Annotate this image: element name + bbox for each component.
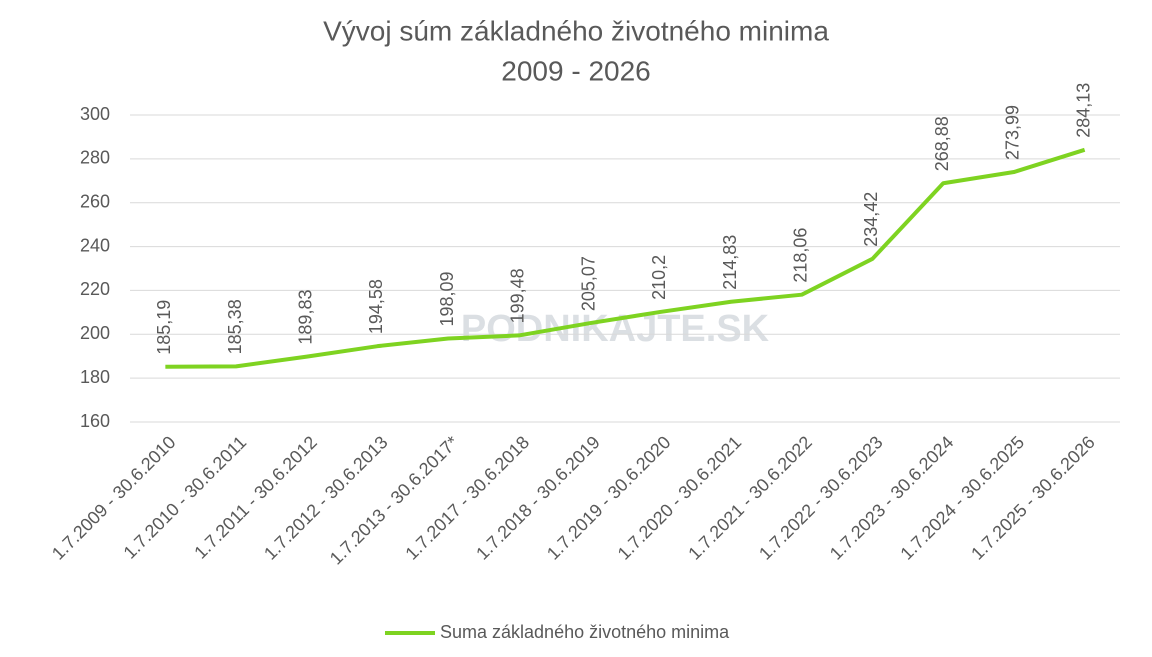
data-label: 189,83: [296, 290, 316, 345]
y-tick-label: 280: [80, 148, 110, 168]
y-tick-label: 180: [80, 367, 110, 387]
legend-label: Suma základného životného minima: [440, 622, 730, 642]
data-label: 185,19: [154, 300, 174, 355]
data-label: 199,48: [508, 268, 528, 323]
y-tick-label: 260: [80, 191, 110, 211]
data-label: 194,58: [366, 279, 386, 334]
data-label: 205,07: [578, 256, 598, 311]
data-label: 234,42: [861, 192, 881, 247]
data-label: 214,83: [720, 235, 740, 290]
y-tick-label: 200: [80, 323, 110, 343]
y-tick-label: 220: [80, 279, 110, 299]
x-tick-label: 1.7.2011 - 30.6.2012: [190, 432, 321, 563]
x-tick-label: 1.7.2018 - 30.6.2019: [472, 432, 604, 564]
data-label: 210,2: [649, 255, 669, 300]
x-tick-label: 1.7.2021 - 30.6.2022: [684, 432, 816, 564]
x-tick-label: 1.7.2019 - 30.6.2020: [543, 432, 675, 564]
data-label: 218,06: [791, 228, 811, 283]
x-tick-label: 1.7.2010 - 30.6.2011: [120, 432, 251, 563]
x-tick-label: 1.7.2025 - 30.6.2026: [967, 432, 1099, 564]
data-line: [165, 147, 1086, 369]
data-label: 185,38: [225, 299, 245, 354]
watermark: PODNIKAJTE.SK: [461, 308, 770, 350]
y-tick-label: 300: [80, 104, 110, 124]
data-label: 273,99: [1003, 105, 1023, 160]
chart-title: Vývoj súm základného životného minima: [323, 15, 829, 46]
data-label: 198,09: [437, 271, 457, 326]
x-tick-label: 1.7.2023 - 30.6.2024: [826, 432, 958, 564]
chart-subtitle: 2009 - 2026: [501, 55, 650, 86]
x-tick-label: 1.7.2009 - 30.6.2010: [48, 432, 180, 564]
x-tick-label: 1.7.2020 - 30.6.2021: [614, 432, 746, 564]
y-tick-label: 240: [80, 235, 110, 255]
data-label: 268,88: [932, 116, 952, 171]
data-label: 284,13: [1073, 83, 1093, 138]
x-tick-label: 1.7.2017 - 30.6.2018: [401, 432, 533, 564]
y-tick-label: 160: [80, 411, 110, 431]
x-tick-label: 1.7.2013 - 30.6.2017*: [326, 432, 463, 569]
x-tick-label: 1.7.2012 - 30.6.2013: [260, 432, 392, 564]
x-tick-label: 1.7.2024 - 30.6.2025: [896, 432, 1028, 564]
x-tick-label: 1.7.2022 - 30.6.2023: [755, 432, 887, 564]
